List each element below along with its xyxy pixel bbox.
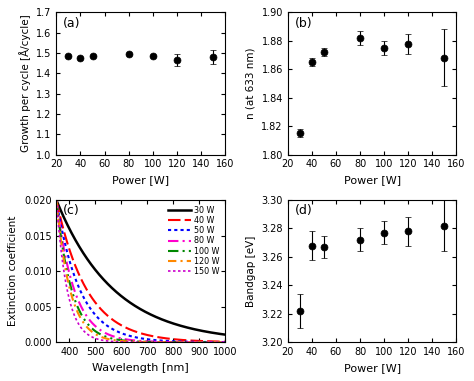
- Line: 50 W: 50 W: [56, 200, 225, 342]
- 120 W: [186, 340, 192, 344]
- Line: 120 W: 120 W: [56, 200, 225, 342]
- 100 W: [217, 340, 223, 344]
- 150 W: [131, 340, 137, 344]
- X-axis label: Power [W]: Power [W]: [344, 175, 401, 185]
- 120 W: [217, 340, 223, 344]
- Line: 150 W: 150 W: [56, 200, 225, 342]
- 100 W: [54, 198, 59, 202]
- 50 W: [54, 198, 59, 202]
- 120 W: [62, 264, 68, 269]
- 40 W: [218, 339, 223, 344]
- 100 W: [186, 340, 192, 344]
- 120 W: [54, 198, 59, 202]
- 50 W: [136, 336, 141, 340]
- 80 W: [131, 338, 137, 343]
- 150 W: [186, 340, 192, 344]
- 30 W: [217, 331, 223, 336]
- 120 W: [222, 340, 228, 344]
- X-axis label: Power [W]: Power [W]: [344, 363, 401, 373]
- 100 W: [131, 339, 137, 344]
- 80 W: [218, 340, 223, 344]
- 30 W: [222, 332, 228, 337]
- 80 W: [222, 340, 228, 344]
- 100 W: [218, 340, 223, 344]
- Text: (d): (d): [294, 204, 312, 217]
- 50 W: [218, 340, 223, 344]
- 80 W: [136, 338, 141, 343]
- 150 W: [218, 340, 223, 344]
- Line: 100 W: 100 W: [56, 200, 225, 342]
- 80 W: [54, 198, 59, 202]
- Y-axis label: n (at 633 nm): n (at 633 nm): [246, 48, 256, 119]
- 50 W: [62, 241, 68, 246]
- 30 W: [186, 326, 192, 330]
- Y-axis label: Extinction coefficient: Extinction coefficient: [9, 216, 18, 327]
- 150 W: [136, 340, 141, 344]
- 40 W: [136, 330, 141, 335]
- 50 W: [186, 339, 192, 344]
- 30 W: [131, 303, 137, 307]
- 40 W: [186, 338, 192, 343]
- Text: (c): (c): [63, 204, 80, 217]
- Line: 30 W: 30 W: [56, 200, 225, 335]
- Line: 80 W: 80 W: [56, 200, 225, 342]
- 150 W: [62, 276, 68, 280]
- Text: (b): (b): [294, 17, 312, 30]
- 80 W: [217, 340, 223, 344]
- 30 W: [218, 331, 223, 336]
- X-axis label: Power [W]: Power [W]: [112, 175, 169, 185]
- 30 W: [62, 218, 68, 222]
- 120 W: [136, 339, 141, 344]
- Text: (a): (a): [63, 17, 81, 30]
- 150 W: [54, 198, 59, 202]
- 100 W: [136, 339, 141, 344]
- Line: 40 W: 40 W: [56, 200, 225, 342]
- 150 W: [222, 340, 228, 344]
- 30 W: [136, 306, 141, 310]
- X-axis label: Wavelength [nm]: Wavelength [nm]: [92, 363, 189, 373]
- Legend: 30 W, 40 W, 50 W, 80 W, 100 W, 120 W, 150 W: 30 W, 40 W, 50 W, 80 W, 100 W, 120 W, 15…: [166, 204, 221, 277]
- 120 W: [218, 340, 223, 344]
- 40 W: [131, 329, 137, 333]
- 40 W: [222, 339, 228, 344]
- 50 W: [222, 340, 228, 344]
- 30 W: [54, 198, 59, 202]
- 40 W: [54, 198, 59, 202]
- 100 W: [62, 259, 68, 264]
- 40 W: [217, 339, 223, 344]
- 100 W: [222, 340, 228, 344]
- 50 W: [131, 335, 137, 339]
- 120 W: [131, 339, 137, 344]
- 50 W: [217, 340, 223, 344]
- 40 W: [62, 233, 68, 237]
- 80 W: [186, 340, 192, 344]
- 150 W: [217, 340, 223, 344]
- Y-axis label: Growth per cycle [Å/cycle]: Growth per cycle [Å/cycle]: [18, 14, 31, 152]
- 80 W: [62, 252, 68, 257]
- Y-axis label: Bandgap [eV]: Bandgap [eV]: [246, 235, 255, 307]
